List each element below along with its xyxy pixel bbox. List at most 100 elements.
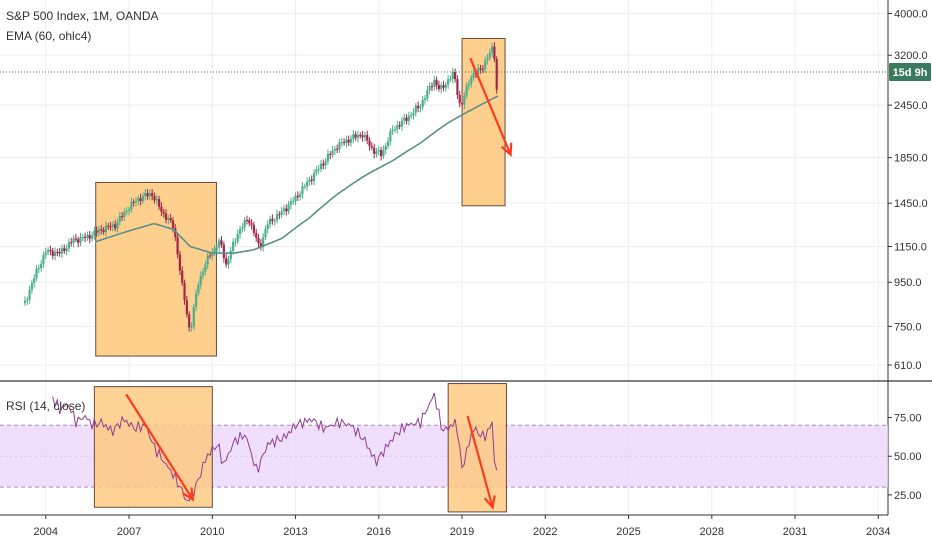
main-legend-title: S&P 500 Index, 1M, OANDA	[6, 9, 159, 23]
candle-down	[370, 146, 373, 148]
y-tick-label: 4000.0	[894, 9, 928, 21]
trend-arrow	[469, 57, 513, 157]
rsi-line	[52, 392, 498, 502]
candle-down	[153, 196, 156, 201]
candle-up	[488, 52, 491, 58]
candle-up	[33, 278, 36, 284]
trend-arrow	[125, 393, 195, 502]
current-price-badge: 15d 9h	[889, 63, 931, 82]
candle-down	[114, 224, 117, 229]
candle-down	[121, 216, 124, 218]
y-tick-label: 3200.0	[894, 50, 928, 62]
candle-up	[79, 237, 82, 243]
candle-up	[315, 169, 318, 173]
candle-up	[352, 134, 355, 139]
candle-up	[47, 250, 50, 253]
candle-up	[338, 142, 341, 150]
candle-up	[93, 230, 96, 236]
candle-up	[40, 263, 43, 269]
rsi-tick-label: 25.00	[894, 490, 922, 502]
candle-down	[495, 59, 498, 90]
candle-up	[356, 135, 360, 138]
candle-up	[294, 195, 297, 201]
candle-down	[271, 218, 274, 222]
candle-up	[312, 172, 316, 181]
axis-layer: 4000.0 3200.0 2450.0 1850.0 1450.0 1150.0 950.…	[34, 9, 931, 538]
trend-arrow	[466, 415, 496, 510]
arrow-head	[182, 487, 195, 502]
y-tick-label: 2450.0	[894, 100, 928, 112]
candle-up	[393, 129, 397, 131]
candle-up	[241, 227, 244, 230]
candle-up	[190, 326, 193, 328]
candle-up	[375, 151, 378, 154]
candle-up	[227, 259, 230, 265]
candle-down	[442, 85, 445, 88]
candle-up	[345, 139, 348, 143]
candle-up	[303, 186, 306, 188]
candle-up	[426, 90, 429, 99]
candle-down	[398, 125, 401, 127]
candle-down	[49, 250, 52, 252]
candle-up	[86, 234, 89, 238]
candle-down	[405, 117, 408, 121]
candle-up	[264, 229, 267, 238]
candle-up	[262, 237, 265, 248]
candle-up	[97, 229, 101, 233]
candle-up	[206, 255, 209, 265]
candle-down	[169, 218, 172, 221]
candle-up	[65, 248, 68, 252]
rsi-tick-label: 75.00	[894, 413, 922, 425]
candle-up	[486, 57, 489, 61]
candle-up	[384, 145, 387, 150]
candle-up	[477, 68, 480, 74]
candle-up	[407, 116, 410, 121]
candle-up	[412, 112, 415, 115]
candle-down	[278, 214, 281, 216]
candle-up	[414, 105, 417, 113]
box-layer	[93, 37, 507, 513]
candle-up	[273, 220, 276, 222]
candle-down	[248, 220, 251, 224]
candle-up	[155, 199, 158, 201]
x-tick-label: 2034	[866, 526, 890, 538]
candle-up	[213, 248, 216, 253]
candle-down	[259, 243, 262, 248]
candle-up	[104, 225, 108, 233]
y-tick-label: 1850.0	[894, 153, 928, 165]
candle-up	[400, 120, 404, 127]
candle-up	[141, 195, 145, 202]
candle-up	[410, 114, 413, 117]
x-tick-label: 2028	[700, 526, 724, 538]
y-tick-label: 950.0	[894, 277, 922, 289]
candle-up	[463, 95, 466, 105]
candle-down	[329, 154, 332, 156]
candle-down	[56, 251, 59, 253]
candle-up	[377, 150, 380, 152]
candle-up	[396, 125, 399, 130]
y-tick-label: 750.0	[894, 321, 922, 333]
rsi-legend-title: RSI (14, close)	[6, 399, 85, 413]
ema-line	[95, 95, 499, 254]
candle-down	[51, 250, 54, 256]
candle-up	[167, 218, 170, 220]
candle-down	[361, 135, 364, 138]
candle-down	[359, 135, 362, 137]
arrow-shaft	[466, 415, 494, 508]
candle-up	[23, 300, 27, 304]
candle-up	[134, 201, 138, 203]
candle-down	[95, 230, 98, 233]
candle-down	[151, 193, 154, 197]
candle-up	[491, 46, 494, 53]
candle-down	[225, 258, 228, 265]
candle-up	[440, 85, 443, 89]
candle-down	[70, 242, 73, 244]
x-tick-label: 2010	[200, 526, 224, 538]
arrow-head	[483, 495, 496, 510]
candle-down	[100, 229, 103, 231]
candle-up	[199, 275, 202, 285]
candle-up	[42, 254, 45, 264]
candle-up	[215, 247, 219, 249]
